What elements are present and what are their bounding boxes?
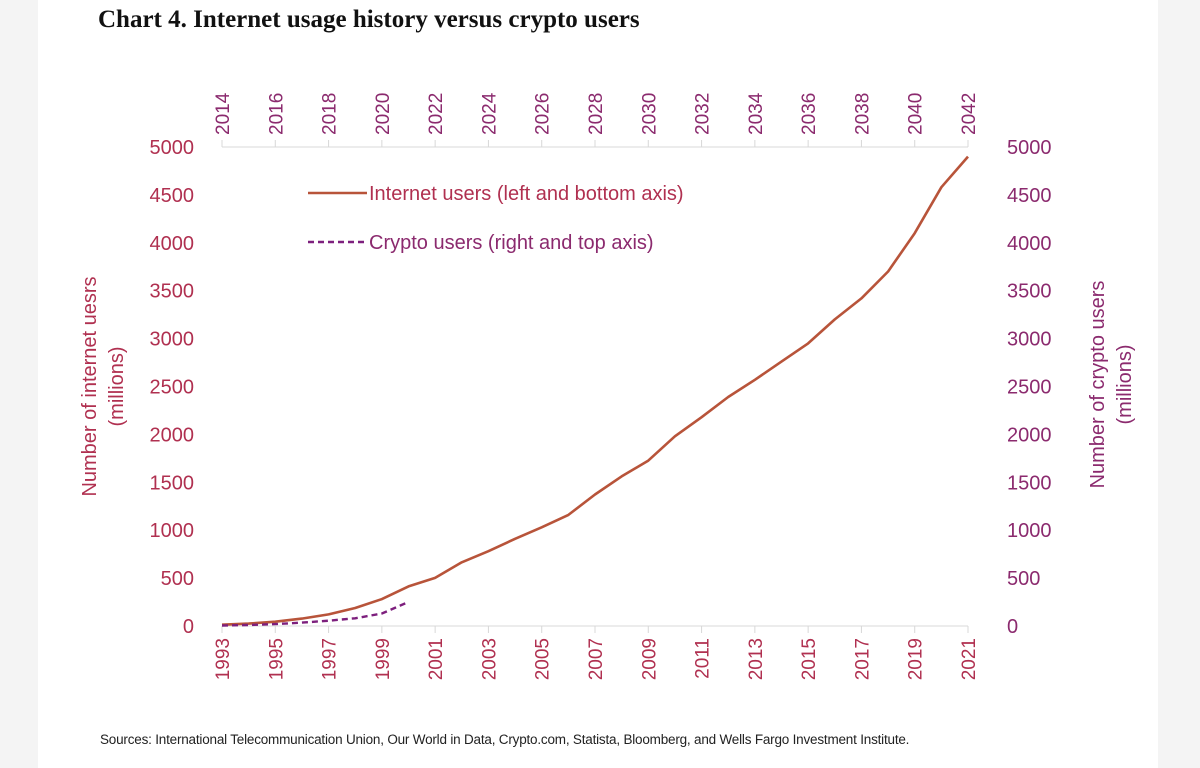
- left-tick-label: 3000: [150, 329, 195, 351]
- bottom-tick-label: 1995: [266, 638, 287, 680]
- legend: Internet users (left and bottom axis) Cry…: [308, 183, 684, 254]
- top-tick-label: 2032: [693, 93, 714, 135]
- right-axis-subtitle: (millions): [1114, 345, 1136, 425]
- right-tick-label: 3500: [1007, 281, 1052, 303]
- left-tick-label: 1000: [150, 520, 195, 542]
- bottom-tick-label: 2017: [852, 638, 873, 680]
- left-tick-label: 500: [161, 568, 194, 590]
- bottom-tick-label: 2021: [959, 638, 980, 680]
- top-tick-label: 2028: [586, 93, 607, 135]
- bottom-tick-label: 2011: [693, 638, 714, 679]
- left-tick-label: 2500: [150, 377, 195, 399]
- right-axis-title: Number of crypto users: [1087, 281, 1109, 489]
- bottom-tick-label: 2005: [533, 638, 554, 680]
- top-tick-label: 2014: [213, 92, 234, 135]
- right-tick-label: 4000: [1007, 233, 1052, 255]
- top-tick-label: 2034: [746, 92, 767, 135]
- axes-layer: 0500100015002000250030003500400045005000…: [79, 92, 1136, 680]
- crypto-users-line: [221, 600, 409, 627]
- top-tick-label: 2018: [320, 93, 341, 135]
- left-axis-title: Number of internet uesrs: [79, 276, 101, 496]
- top-tick-label: 2038: [852, 93, 873, 135]
- left-tick-label: 3500: [150, 281, 195, 303]
- right-tick-label: 1000: [1007, 520, 1052, 542]
- top-tick-label: 2036: [799, 93, 820, 135]
- bottom-tick-label: 1993: [213, 638, 234, 680]
- right-tick-label: 4500: [1007, 185, 1052, 207]
- bottom-tick-label: 2003: [479, 638, 500, 680]
- left-tick-label: 2000: [150, 424, 195, 446]
- bottom-tick-label: 2009: [639, 638, 660, 680]
- legend-internet-label: Internet users (left and bottom axis): [369, 183, 684, 205]
- top-tick-label: 2042: [959, 93, 980, 135]
- top-tick-label: 2030: [639, 93, 660, 135]
- right-tick-label: 1500: [1007, 472, 1052, 494]
- top-tick-label: 2024: [479, 92, 500, 135]
- right-tick-label: 2500: [1007, 377, 1052, 399]
- right-tick-label: 500: [1007, 568, 1040, 590]
- bottom-tick-label: 2007: [586, 638, 607, 680]
- left-tick-label: 4500: [150, 185, 195, 207]
- right-tick-label: 5000: [1007, 137, 1052, 159]
- bottom-tick-label: 1999: [373, 638, 394, 680]
- right-tick-label: 0: [1007, 616, 1018, 638]
- left-axis-subtitle: (millions): [106, 347, 128, 427]
- right-tick-label: 3000: [1007, 329, 1052, 351]
- top-tick-label: 2026: [533, 93, 554, 135]
- bottom-tick-label: 2015: [799, 638, 820, 680]
- top-tick-label: 2040: [906, 93, 927, 135]
- right-tick-label: 2000: [1007, 424, 1052, 446]
- left-tick-label: 1500: [150, 472, 195, 494]
- series-layer: [221, 155, 969, 627]
- bottom-tick-label: 1997: [320, 638, 341, 680]
- left-tick-label: 5000: [150, 137, 195, 159]
- top-tick-label: 2016: [266, 93, 287, 135]
- chart-title: Chart 4. Internet usage history versus c…: [98, 6, 640, 33]
- left-tick-label: 0: [183, 616, 194, 638]
- bottom-tick-label: 2019: [906, 638, 927, 680]
- chart-page: Chart 4. Internet usage history versus c…: [38, 0, 1158, 768]
- bottom-tick-label: 2001: [426, 638, 447, 680]
- internet-users-line: [221, 155, 969, 626]
- top-tick-label: 2020: [373, 93, 394, 135]
- legend-crypto-label: Crypto users (right and top axis): [369, 232, 654, 254]
- source-note: Sources: International Telecommunication…: [100, 732, 910, 747]
- bottom-tick-label: 2013: [746, 638, 767, 680]
- left-tick-label: 4000: [150, 233, 195, 255]
- top-tick-label: 2022: [426, 93, 447, 135]
- grid-layer: [221, 140, 969, 633]
